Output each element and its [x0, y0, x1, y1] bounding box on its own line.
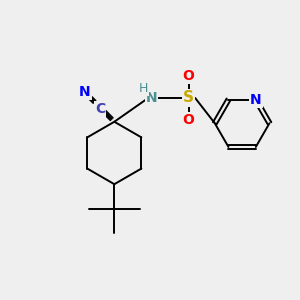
Text: S: S [183, 91, 194, 106]
Text: O: O [183, 113, 195, 127]
Text: N: N [250, 93, 262, 106]
Text: C: C [95, 102, 105, 116]
Text: N: N [146, 91, 157, 105]
Text: N: N [79, 85, 91, 99]
Text: O: O [183, 69, 195, 83]
Text: H: H [139, 82, 148, 95]
